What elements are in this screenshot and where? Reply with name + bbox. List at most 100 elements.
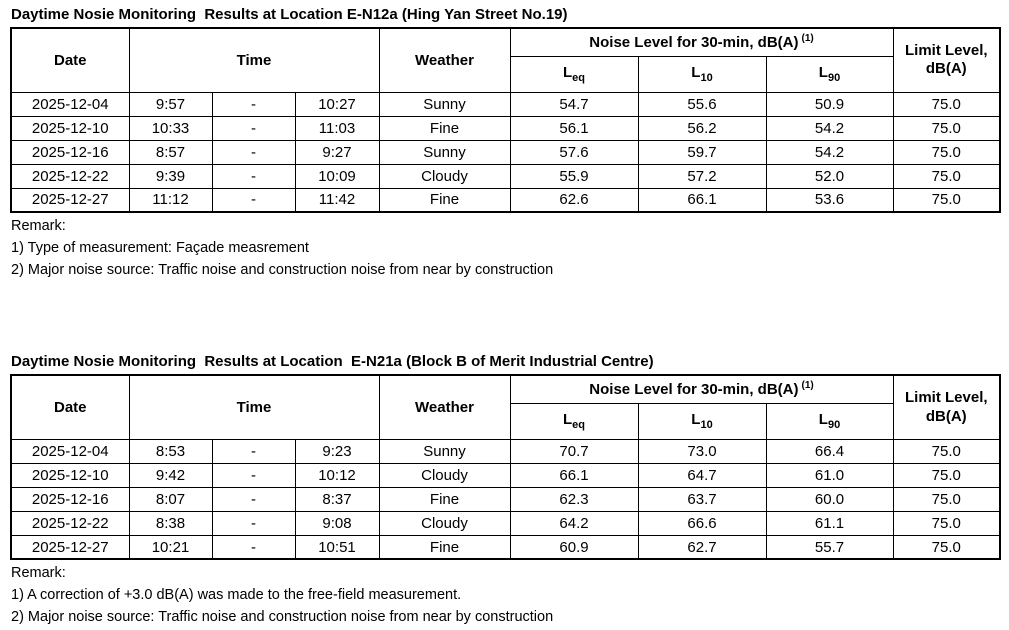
cell-date: 2025-12-16 [10,486,130,512]
cell-time-dash: - [211,139,296,165]
limit-header-line2: dB(A) [925,60,967,78]
cell-time-start: 9:39 [128,163,213,189]
col-header-l10: L10 [637,55,767,93]
table-row: 2025-12-22 9:39 - 10:09 Cloudy 55.9 57.2… [10,163,1001,189]
remark-label: Remark: [11,565,66,582]
col-header-noise-group: Noise Level for 30-min, dB(A) (1) [509,374,894,404]
cell-l90: 61.0 [765,462,894,488]
cell-time-dash: - [211,163,296,189]
cell-date: 2025-12-27 [10,534,130,560]
cell-time-start: 10:21 [128,534,213,560]
cell-time-end: 9:08 [294,510,380,536]
remark-line: 2) Major noise source: Traffic noise and… [11,261,554,278]
col-header-leq: Leq [509,402,639,440]
cell-date: 2025-12-10 [10,115,130,141]
cell-l90: 61.1 [765,510,894,536]
cell-time-start: 8:53 [128,438,213,464]
leq-sub: eq [572,72,585,84]
noise-group-label: Noise Level for 30-min, dB(A) [589,381,799,398]
cell-date: 2025-12-04 [10,91,130,117]
cell-limit: 75.0 [892,91,1001,117]
cell-weather: Sunny [378,91,511,117]
cell-l90: 50.9 [765,91,894,117]
section-en21a: Daytime Nosie Monitoring Results at Loca… [10,353,1002,628]
cell-time-end: 9:23 [294,438,380,464]
col-header-date: Date [10,374,130,440]
table-title: Daytime Nosie Monitoring Results at Loca… [11,6,568,23]
cell-date: 2025-12-22 [10,510,130,536]
table-row: 2025-12-27 11:12 - 11:42 Fine 62.6 66.1 … [10,187,1001,213]
col-header-noise-group: Noise Level for 30-min, dB(A) (1) [509,27,894,57]
cell-time-end: 10:27 [294,91,380,117]
col-header-l90: L90 [765,402,894,440]
cell-date: 2025-12-10 [10,462,130,488]
cell-time-dash: - [211,91,296,117]
remark-line: 2) Major noise source: Traffic noise and… [11,608,554,625]
noise-group-footnote: (1) [801,32,814,44]
cell-l90: 55.7 [765,534,894,560]
cell-time-end: 11:42 [294,187,380,213]
cell-leq: 70.7 [509,438,639,464]
cell-date: 2025-12-27 [10,187,130,213]
cell-date: 2025-12-16 [10,139,130,165]
cell-leq: 56.1 [509,115,639,141]
cell-weather: Cloudy [378,462,511,488]
cell-l90: 54.2 [765,115,894,141]
cell-l10: 66.6 [637,510,767,536]
cell-leq: 62.6 [509,187,639,213]
cell-time-start: 8:07 [128,486,213,512]
l90-base: L [818,64,828,81]
col-header-weather: Weather [378,374,511,440]
cell-time-end: 10:09 [294,163,380,189]
col-header-limit: Limit Level, dB(A) [892,27,1001,93]
cell-l10: 64.7 [637,462,767,488]
cell-limit: 75.0 [892,510,1001,536]
remark-line: 1) Type of measurement: Façade measremen… [11,239,309,256]
l90-sub: 90 [827,72,841,84]
cell-limit: 75.0 [892,462,1001,488]
limit-header-line2: dB(A) [925,407,967,425]
cell-time-start: 8:38 [128,510,213,536]
remarks-block: Remark: 1) A correction of +3.0 dB(A) wa… [11,563,999,628]
section-en12a: Daytime Nosie Monitoring Results at Loca… [10,6,1002,281]
cell-weather: Cloudy [378,510,511,536]
cell-l10: 73.0 [637,438,767,464]
cell-l90: 66.4 [765,438,894,464]
cell-time-end: 8:37 [294,486,380,512]
cell-l10: 59.7 [637,139,767,165]
l10-sub: 10 [700,419,713,432]
cell-date: 2025-12-04 [10,438,130,464]
table-subheader-row: Leq L10 L90 [11,402,1000,440]
cell-limit: 75.0 [892,187,1001,213]
cell-weather: Cloudy [378,163,511,189]
col-header-time: Time [128,374,380,440]
noise-table-en12a: Date Time Weather Noise Level for 30-min… [10,27,1002,213]
leq-base: L [562,411,573,429]
cell-leq: 64.2 [509,510,639,536]
table-header-row: Date Time Weather Noise Level for 30-min… [10,27,1001,93]
cell-time-end: 10:12 [294,462,380,488]
cell-time-start: 9:42 [128,462,213,488]
noise-group-footnote: (1) [801,380,814,391]
cell-limit: 75.0 [892,163,1001,189]
l90-base: L [818,411,828,429]
col-header-l90: L90 [765,55,894,93]
table-title: Daytime Nosie Monitoring Results at Loca… [11,353,654,371]
table-row: 2025-12-04 9:57 - 10:27 Sunny 54.7 55.6 … [10,91,1001,117]
cell-time-dash: - [211,534,296,560]
cell-l10: 66.1 [637,187,767,213]
remarks-block: Remark: 1) Type of measurement: Façade m… [11,216,999,281]
cell-limit: 75.0 [892,139,1001,165]
l90-sub: 90 [827,419,841,432]
col-header-limit: Limit Level, dB(A) [892,374,1001,440]
cell-leq: 62.3 [509,486,639,512]
cell-l10: 63.7 [637,486,767,512]
cell-l90: 52.0 [765,163,894,189]
limit-header-line1: Limit Level, [905,388,988,406]
cell-time-dash: - [211,438,296,464]
cell-leq: 66.1 [509,462,639,488]
cell-time-end: 10:51 [294,534,380,560]
col-header-weather: Weather [378,27,511,93]
leq-base: L [562,64,573,81]
